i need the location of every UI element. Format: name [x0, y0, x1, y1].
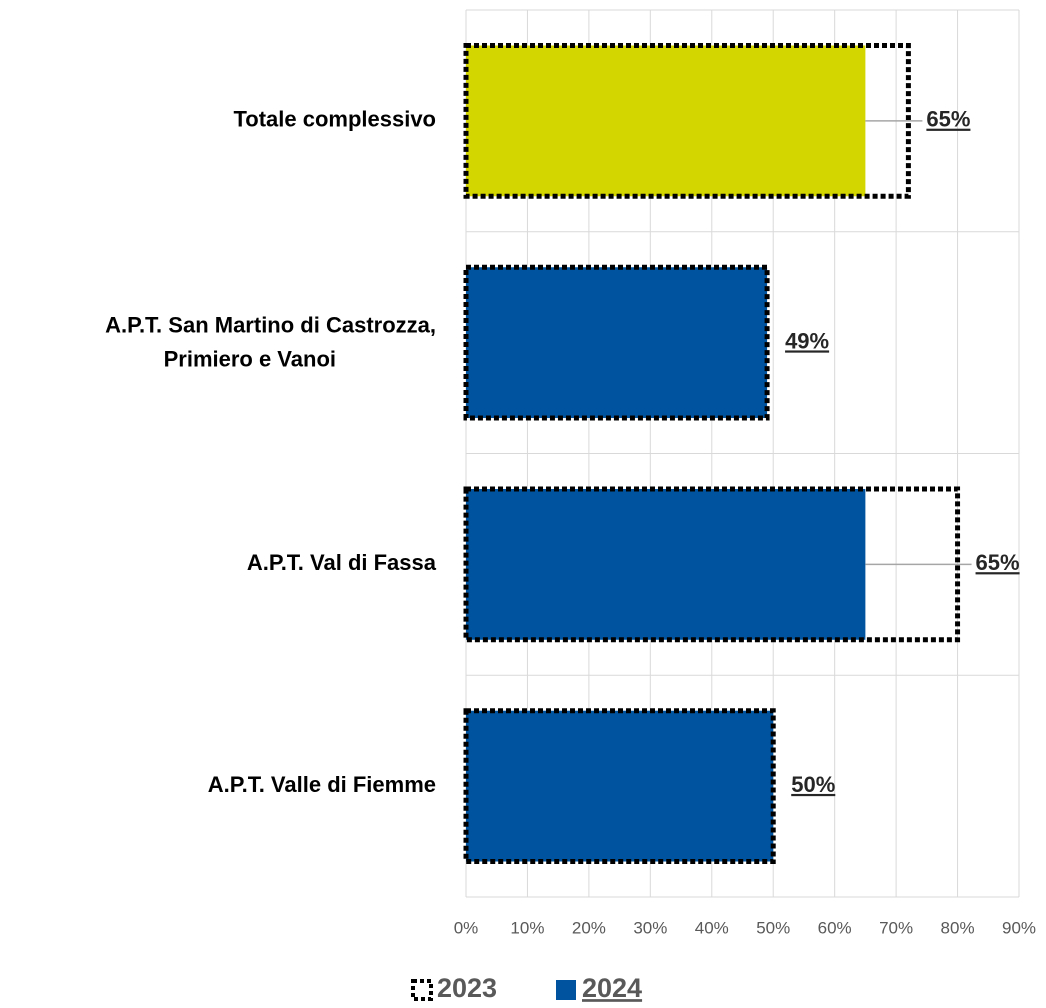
data-label: 49%	[785, 328, 829, 353]
legend-swatch-2023	[411, 979, 433, 1001]
category-label: A.P.T. Valle di Fiemme	[208, 772, 436, 797]
bar-2023	[463, 708, 776, 865]
x-tick-label: 10%	[510, 918, 544, 937]
x-tick-label: 0%	[454, 918, 479, 937]
data-label: 50%	[791, 772, 835, 797]
category-label-line: Primiero e Vanoi	[164, 346, 336, 371]
x-tick-label: 20%	[572, 918, 606, 937]
legend-label: 2023	[437, 973, 497, 1003]
bar-2024	[466, 710, 774, 862]
data-label: 65%	[926, 107, 970, 132]
category-label: Totale complessivo	[233, 107, 436, 132]
x-tick-label: 30%	[633, 918, 667, 937]
x-tick-label: 50%	[756, 918, 790, 937]
x-tick-label: 40%	[695, 918, 729, 937]
x-tick-label: 90%	[1002, 918, 1036, 937]
category-label-line: A.P.T. San Martino di Castrozza,	[105, 312, 436, 337]
data-label: 65%	[976, 550, 1020, 575]
bar-2023	[463, 264, 770, 421]
x-tick-label: 60%	[818, 918, 852, 937]
legend-swatch-2024	[556, 980, 576, 1000]
bar-2024	[466, 45, 866, 197]
x-tick-label: 80%	[941, 918, 975, 937]
category-label: A.P.T. San Martino di Castrozza, Primiero…	[105, 312, 436, 371]
category-label: A.P.T. Val di Fassa	[247, 550, 437, 575]
bar-2024	[466, 267, 768, 419]
x-tick-label: 70%	[879, 918, 913, 937]
bar-2024	[466, 488, 866, 640]
bar-2023	[463, 486, 961, 643]
legend-label: 2024	[582, 973, 642, 1003]
